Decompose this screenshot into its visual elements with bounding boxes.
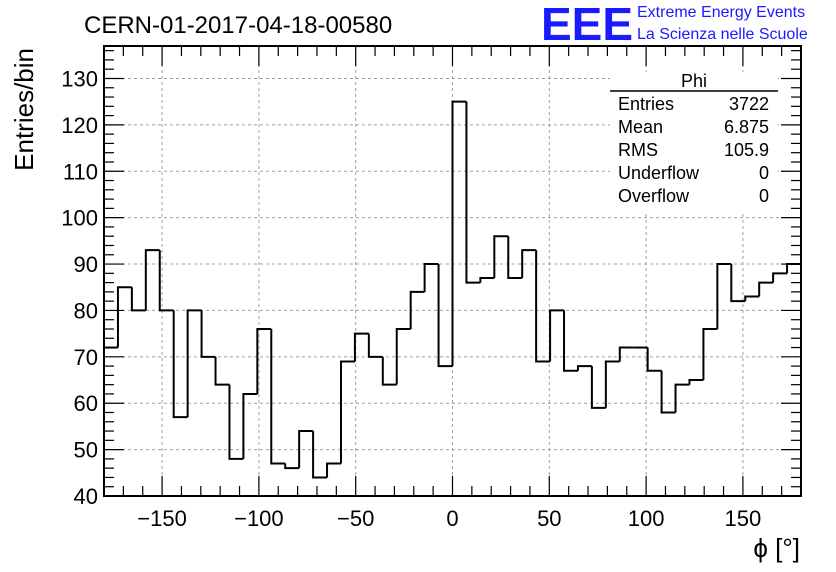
histogram-bin <box>172 310 188 419</box>
histogram-bin <box>521 249 537 278</box>
histogram-bin <box>646 347 662 372</box>
stats-label-overflow: Overflow <box>618 186 690 206</box>
stats-value-entries: 3722 <box>729 94 769 114</box>
histogram-bin <box>786 263 801 274</box>
logo-caption-line1: Extreme Energy Events <box>637 4 805 21</box>
histogram-bin <box>242 392 258 459</box>
run-title: CERN-01-2017-04-18-00580 <box>84 12 392 39</box>
histogram-bin <box>367 333 383 358</box>
histogram-bin <box>158 250 174 312</box>
y-tick-label: 70 <box>74 345 98 370</box>
stats-value-underflow: 0 <box>759 163 769 183</box>
histogram-bin <box>423 263 439 292</box>
x-tick-label: −50 <box>337 506 374 531</box>
stats-value-rms: 105.9 <box>724 140 769 160</box>
x-tick-label: 50 <box>537 506 561 531</box>
x-tick-label: 150 <box>725 506 762 531</box>
histogram-bin <box>144 249 160 311</box>
histogram-series <box>104 100 801 479</box>
histogram-bin <box>493 235 509 278</box>
stats-label-mean: Mean <box>618 117 663 137</box>
histogram-bin <box>535 250 551 363</box>
histogram-bin <box>758 281 774 297</box>
histogram-bin <box>256 327 272 394</box>
histogram-bin <box>200 310 216 358</box>
histogram-bin <box>465 101 481 284</box>
stats-title: Phi <box>681 71 707 91</box>
y-tick-label: 90 <box>74 252 98 277</box>
histogram-bin <box>298 430 314 469</box>
histogram-bin <box>660 370 676 414</box>
histogram-bin <box>186 309 202 418</box>
stats-label-entries: Entries <box>618 94 674 114</box>
y-tick-label: 40 <box>74 484 98 509</box>
stats-box: Phi Entries 3722 Mean 6.875 RMS 105.9 Un… <box>610 71 778 212</box>
y-tick-label: 130 <box>61 66 98 91</box>
y-tick-label: 50 <box>74 438 98 463</box>
logo-caption-line2: La Scienza nelle Scuole <box>637 26 808 43</box>
y-tick-label: 60 <box>74 391 98 416</box>
histogram-bin <box>674 383 690 413</box>
stats-box-background <box>610 72 778 212</box>
histogram-bin <box>507 236 523 279</box>
histogram-bin <box>381 356 397 386</box>
histogram-bin <box>326 462 341 478</box>
x-axis-title: ϕ [°] <box>753 533 800 563</box>
y-axis-title: Entries/bin <box>9 48 39 171</box>
histogram-bin <box>688 379 704 385</box>
y-tick-label: 100 <box>61 206 98 231</box>
histogram-bin <box>270 328 286 465</box>
histogram-bin <box>409 290 425 329</box>
x-tick-label: 0 <box>446 506 458 531</box>
histogram-bin <box>130 287 146 312</box>
stats-label-underflow: Underflow <box>618 163 700 183</box>
histogram-bin <box>604 360 620 408</box>
eee-logo: EEE <box>541 0 633 50</box>
y-axis-ticks: 40 50 60 70 80 90 100 110 120 130 <box>61 50 801 509</box>
histogram-bin <box>772 272 788 283</box>
histogram-bin <box>744 295 760 302</box>
histogram-bin <box>716 263 732 329</box>
stats-value-mean: 6.875 <box>724 117 769 137</box>
x-axis-ticks: −150 −100 −50 0 50 100 150 <box>103 46 802 531</box>
x-tick-label: 100 <box>628 506 665 531</box>
histogram-bin <box>395 327 411 385</box>
histogram-bin <box>284 463 300 470</box>
stats-value-overflow: 0 <box>759 186 769 206</box>
histogram-bin <box>702 327 718 381</box>
histogram-bin <box>479 276 495 283</box>
histogram-bin <box>618 346 634 362</box>
histogram-bin <box>116 286 132 348</box>
histogram-bin <box>451 100 467 367</box>
histogram-bin <box>549 309 565 362</box>
y-tick-label: 120 <box>61 113 98 138</box>
histogram-bin <box>339 360 355 464</box>
y-tick-label: 80 <box>74 298 98 323</box>
y-tick-label: 110 <box>63 159 98 184</box>
histogram-bin <box>730 264 746 303</box>
histogram-bin <box>353 332 369 362</box>
histogram-bin <box>312 431 328 479</box>
x-tick-label: −150 <box>137 506 187 531</box>
histogram-bin <box>228 384 244 460</box>
histogram-bin <box>437 264 453 368</box>
x-tick-label: −100 <box>234 506 284 531</box>
stats-label-rms: RMS <box>618 140 658 160</box>
histogram-bin <box>590 366 606 409</box>
histogram-bin <box>214 356 230 386</box>
histogram-bin <box>576 365 592 371</box>
histogram-bin <box>563 310 578 372</box>
